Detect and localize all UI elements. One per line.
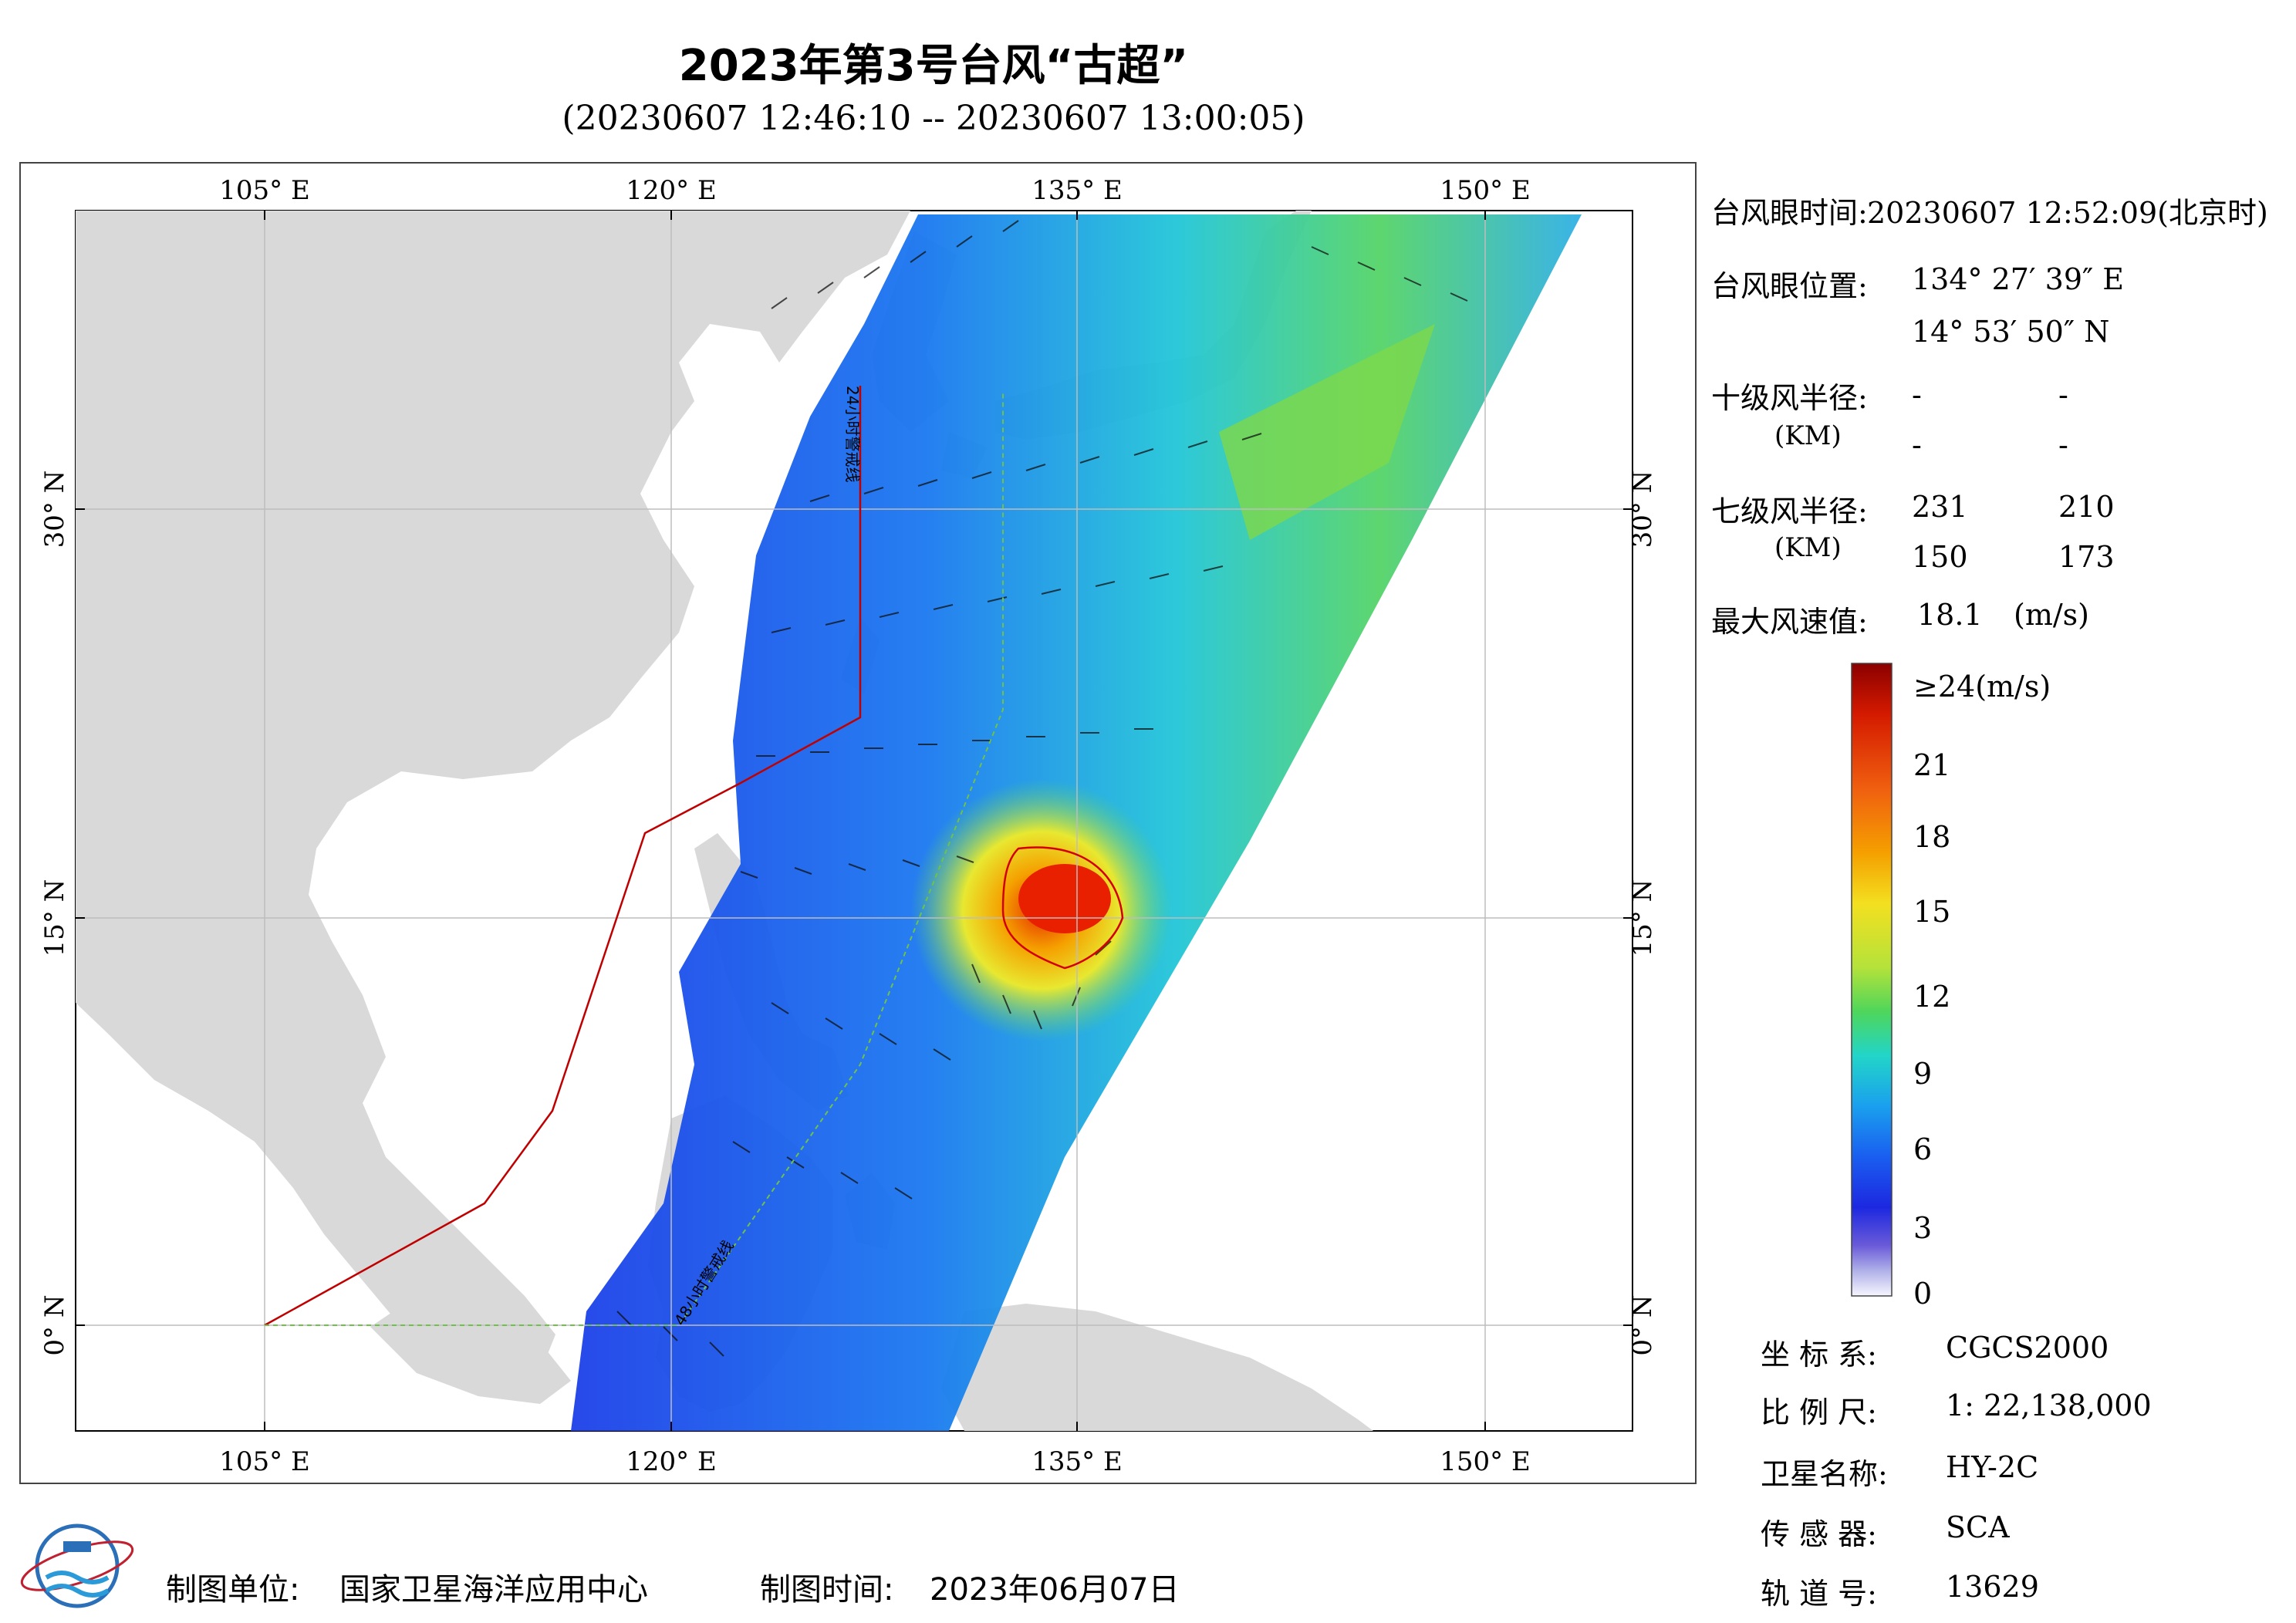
- warning-line-48h: [265, 393, 1004, 1326]
- colorbar-tick: 3: [1913, 1211, 1933, 1245]
- lon-label-bottom: 105° E: [219, 1446, 310, 1477]
- eye-time-label: 台风眼时间:: [1711, 196, 1868, 230]
- orbit-value: 13629: [1946, 1570, 2039, 1604]
- colorbar-top-label: ≥24(m/s): [1913, 670, 2051, 704]
- r10-value: -: [2058, 378, 2068, 412]
- colorbar-tick: 6: [1913, 1132, 1933, 1166]
- lon-label-top: 105° E: [219, 175, 310, 206]
- r10-label: 十级风半径:: [1711, 381, 1868, 415]
- r7-unit: (KM): [1774, 532, 1842, 563]
- r7-value: 173: [2058, 540, 2115, 574]
- lat-label-left: 0° N: [39, 1294, 70, 1355]
- eye-time-value: 20230607 12:52:09(北京时): [1867, 196, 2268, 230]
- scale-label: 比 例 尺:: [1761, 1395, 1877, 1429]
- colorbar-tick: 0: [1913, 1277, 1933, 1311]
- r7-value: 150: [1912, 540, 1968, 574]
- warning-line-24h: [264, 386, 862, 1327]
- lat-label-right: 0° N: [1627, 1294, 1658, 1355]
- max-wind-value: 18.1: [1917, 598, 1983, 632]
- colorbar-tick: 15: [1913, 895, 1951, 929]
- sensor-label: 传 感 器:: [1761, 1517, 1877, 1551]
- wind-barbs: [616, 220, 1468, 1357]
- colorbar-tick: 9: [1913, 1057, 1933, 1091]
- gale-radius-outline: [1001, 846, 1124, 970]
- lat-label-right: 15° N: [1627, 879, 1658, 957]
- satellite-label: 卫星名称:: [1761, 1457, 1888, 1491]
- r7-label: 七级风半径:: [1711, 494, 1868, 528]
- nsoas-logo-icon: [20, 1523, 134, 1608]
- lat-label-right: 30° N: [1627, 471, 1658, 548]
- r10-value: -: [2058, 428, 2068, 462]
- scale-value: 1: 22,138,000: [1946, 1388, 2152, 1422]
- r10-value: -: [1912, 378, 1922, 412]
- producer-value: 国家卫星海洋应用中心: [339, 1572, 648, 1608]
- map-title: 2023年第3号台风“古超”: [678, 41, 1189, 91]
- r10-value: -: [1912, 428, 1922, 462]
- graticule: [76, 211, 1633, 1431]
- lon-label-top: 150° E: [1440, 175, 1531, 206]
- lat-label-left: 15° N: [39, 879, 70, 957]
- axis-ticks: [76, 211, 1633, 1431]
- production-date-value: 2023年06月07日: [930, 1572, 1180, 1608]
- r7-value: 231: [1912, 490, 1968, 524]
- map-frame: [19, 162, 1697, 1484]
- lon-label-top: 120° E: [626, 175, 717, 206]
- eye-latitude: 14° 53′ 50″ N: [1912, 315, 2110, 349]
- producer-label: 制图单位:: [166, 1572, 300, 1608]
- r7-value: 210: [2058, 490, 2115, 524]
- max-wind-label: 最大风速值:: [1711, 605, 1868, 639]
- colorbar-tick: 21: [1913, 748, 1951, 782]
- lon-label-bottom: 150° E: [1440, 1446, 1531, 1477]
- production-date-label: 制图时间:: [760, 1572, 894, 1608]
- eye-longitude: 134° 27′ 39″ E: [1912, 262, 2125, 296]
- crs-value: CGCS2000: [1946, 1331, 2109, 1365]
- orbit-label: 轨 道 号:: [1761, 1577, 1877, 1611]
- r10-unit: (KM): [1774, 420, 1842, 451]
- lat-label-left: 30° N: [39, 471, 70, 548]
- colorbar-tick: 18: [1913, 820, 1951, 854]
- colorbar: [1851, 663, 1893, 1297]
- crs-label: 坐 标 系:: [1761, 1338, 1877, 1372]
- satellite-value: HY-2C: [1946, 1450, 2039, 1484]
- max-wind-unit: (m/s): [2014, 598, 2089, 632]
- lon-label-bottom: 135° E: [1032, 1446, 1123, 1477]
- colorbar-tick: 12: [1913, 980, 1951, 1014]
- lon-label-top: 135° E: [1032, 175, 1123, 206]
- map-subtitle: (20230607 12:46:10 -- 20230607 13:00:05): [562, 99, 1305, 138]
- sensor-value: SCA: [1946, 1510, 2010, 1544]
- eye-position-label: 台风眼位置:: [1711, 269, 1868, 303]
- warning-24h-label: 24小时警戒线: [843, 386, 862, 482]
- lon-label-bottom: 120° E: [626, 1446, 717, 1477]
